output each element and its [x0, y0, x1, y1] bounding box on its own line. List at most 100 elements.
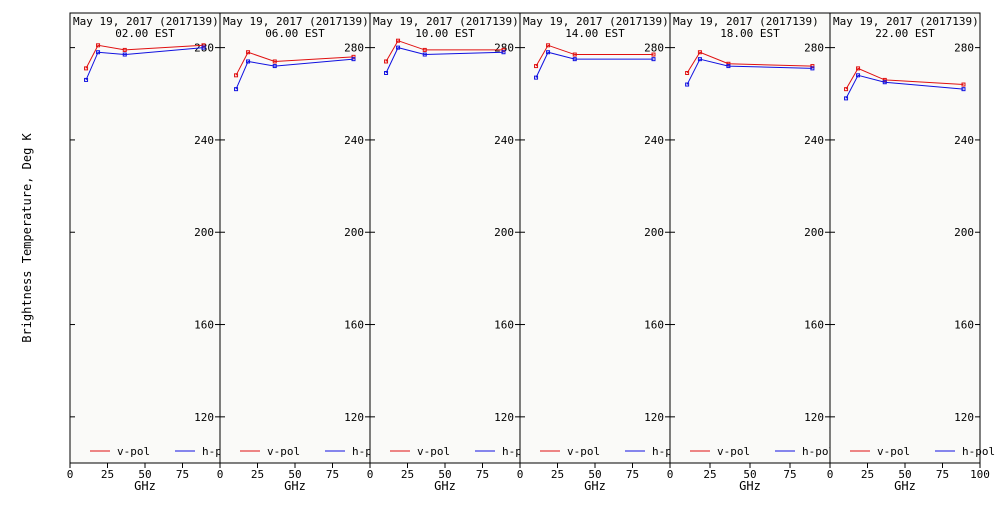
y-tick-label: 200: [194, 226, 214, 239]
panel-4: May 19, 2017 (2017139)14.00 EST 120 160 200…: [517, 12, 685, 493]
series-point-h-pol: [501, 50, 506, 55]
x-axis-label: GHz: [284, 479, 306, 493]
x-tick-label: 75: [476, 468, 489, 481]
series-point-v-pol: [272, 59, 277, 64]
series-point-v-pol: [546, 43, 551, 48]
series-line-v-pol: [686, 51, 813, 74]
panel-title-time: 18.00 EST: [720, 27, 780, 40]
panel-5: May 19, 2017 (2017139)18.00 EST 120 160 200…: [667, 12, 835, 493]
x-tick-label: 25: [551, 468, 564, 481]
series-line-v-pol: [535, 44, 654, 67]
panel-6: May 19, 2017 (2017139)22.00 EST 120 160 200…: [827, 12, 995, 493]
y-axis-label: Brightness Temperature, Deg K: [20, 132, 34, 342]
series-point-v-pol: [726, 61, 731, 66]
panel-title-date: May 19, 2017 (2017139): [223, 15, 369, 28]
panel-title-date: May 19, 2017 (2017139): [73, 15, 219, 28]
y-tick-label: 200: [644, 226, 664, 239]
y-tick-label: 120: [954, 411, 974, 424]
panel-title-time: 02.00 EST: [115, 27, 175, 40]
series-point-h-pol: [422, 52, 427, 57]
series-point-h-pol: [234, 87, 239, 92]
series-point-h-pol: [351, 57, 356, 62]
series-point-v-pol: [534, 64, 539, 69]
series-point-v-pol: [685, 71, 690, 75]
series-point-v-pol: [651, 52, 656, 57]
series-point-h-pol: [810, 66, 815, 71]
x-tick-label: 50: [588, 468, 601, 481]
series-point-h-pol: [534, 75, 539, 80]
legend-label-v-pol: v-pol: [877, 445, 910, 458]
x-tick-label: 0: [667, 468, 674, 481]
x-axis-label: GHz: [894, 479, 916, 493]
series-point-h-pol: [572, 57, 577, 62]
series-line-h-pol: [385, 47, 504, 74]
y-tick-label: 280: [644, 42, 664, 55]
series-point-h-pol: [697, 57, 702, 62]
series-point-v-pol: [234, 73, 239, 78]
y-tick-label: 280: [954, 42, 974, 55]
x-tick-label: 50: [438, 468, 451, 481]
series-point-h-pol: [396, 45, 401, 50]
y-tick-label: 200: [494, 226, 514, 239]
series-point-v-pol: [122, 47, 127, 52]
legend-label-v-pol: v-pol: [567, 445, 600, 458]
series-point-v-pol: [844, 87, 849, 92]
y-tick-label: 240: [194, 134, 214, 147]
x-axis-label: GHz: [434, 479, 456, 493]
series-point-v-pol: [351, 54, 356, 59]
y-tick-label: 160: [494, 319, 514, 332]
x-tick-label: 50: [898, 468, 911, 481]
x-tick-label: 0: [827, 468, 834, 481]
y-tick-label: 280: [194, 42, 214, 55]
panel-title-date: May 19, 2017 (2017139): [373, 15, 519, 28]
series-line-v-pol: [385, 40, 504, 62]
x-tick-label: 50: [138, 468, 151, 481]
series-point-h-pol: [384, 71, 389, 75]
panel-title-date: May 19, 2017 (2017139): [673, 15, 819, 28]
series-point-h-pol: [726, 64, 731, 69]
x-tick-label: 75: [936, 468, 949, 481]
series-point-v-pol: [882, 77, 887, 82]
series-point-h-pol: [844, 96, 849, 101]
series-point-v-pol: [246, 50, 251, 55]
x-tick-label: 50: [288, 468, 301, 481]
series-point-h-pol: [96, 50, 101, 55]
legend-label-v-pol: v-pol: [267, 445, 300, 458]
series-point-h-pol: [122, 52, 127, 57]
series-point-v-pol: [201, 43, 206, 48]
series-point-v-pol: [84, 66, 89, 71]
panel-3: May 19, 2017 (2017139)10.00 EST 120 160 200…: [367, 12, 535, 493]
series-point-v-pol: [572, 52, 577, 57]
x-tick-label: 75: [626, 468, 639, 481]
series-point-h-pol: [685, 82, 690, 87]
series-line-h-pol: [85, 47, 204, 81]
x-tick-label: 25: [401, 468, 414, 481]
series-point-v-pol: [501, 47, 506, 52]
panel-title-time: 10.00 EST: [415, 27, 475, 40]
y-tick-label: 160: [344, 319, 364, 332]
y-tick-label: 200: [804, 226, 824, 239]
panel-title-time: 22.00 EST: [875, 27, 935, 40]
y-tick-label: 120: [194, 411, 214, 424]
y-tick-label: 120: [804, 411, 824, 424]
series-point-h-pol: [856, 73, 861, 78]
x-tick-label: 0: [517, 468, 524, 481]
y-tick-label: 120: [644, 411, 664, 424]
y-tick-label: 240: [954, 134, 974, 147]
panel-frame: [69, 12, 221, 464]
panel-frame: [369, 12, 521, 464]
x-axis-label: GHz: [134, 479, 156, 493]
panel-title-time: 14.00 EST: [565, 27, 625, 40]
panel-frame: [519, 12, 671, 464]
x-tick-label: 50: [743, 468, 756, 481]
x-tick-label: 100: [970, 468, 990, 481]
y-tick-label: 160: [804, 319, 824, 332]
series-line-v-pol: [845, 67, 964, 90]
series-point-h-pol: [246, 59, 251, 64]
legend-label-v-pol: v-pol: [417, 445, 450, 458]
series-line-v-pol: [235, 51, 354, 76]
y-tick-label: 160: [954, 319, 974, 332]
x-tick-label: 75: [176, 468, 189, 481]
x-tick-label: 0: [367, 468, 374, 481]
